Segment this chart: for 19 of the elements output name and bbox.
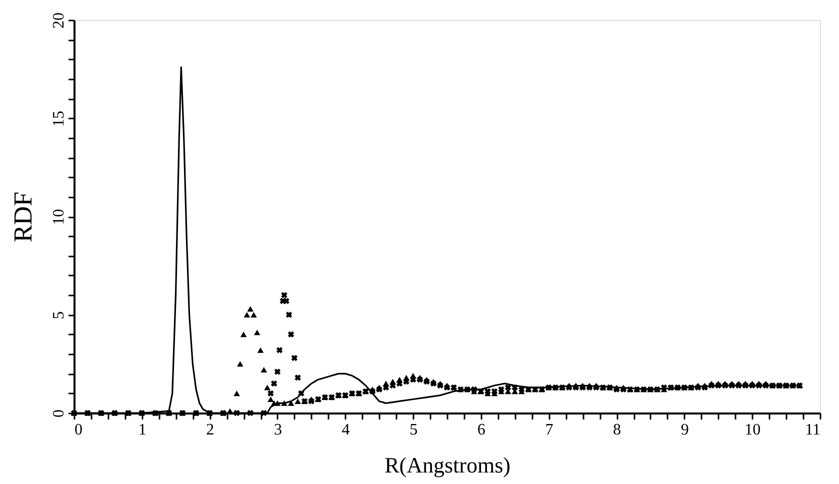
x-tick-label: 2 <box>206 422 214 438</box>
x-tick-label: 4 <box>342 422 350 438</box>
y-axis-title: RDF <box>8 192 38 242</box>
x-tick-label: 5 <box>410 422 418 438</box>
y-tick-label: 20 <box>50 12 68 28</box>
x-tick-label: 9 <box>680 422 689 438</box>
x-axis-title: R(Angstroms) <box>384 452 510 478</box>
x-tick-label: 11 <box>805 422 820 438</box>
y-tick-label: 5 <box>50 311 68 320</box>
x-tick-label: 8 <box>613 422 622 438</box>
x-tick-label: 3 <box>274 422 282 438</box>
x-tick-label: 0 <box>74 422 82 438</box>
x-tick-label: 7 <box>545 422 554 438</box>
y-tick-label: 15 <box>50 110 68 127</box>
x-tick-label: 1 <box>138 422 146 438</box>
y-tick-label: 0 <box>50 410 68 418</box>
x-tick-label: 6 <box>477 422 486 438</box>
x-tick-label: 10 <box>744 422 761 438</box>
y-tick-label: 10 <box>50 209 68 225</box>
